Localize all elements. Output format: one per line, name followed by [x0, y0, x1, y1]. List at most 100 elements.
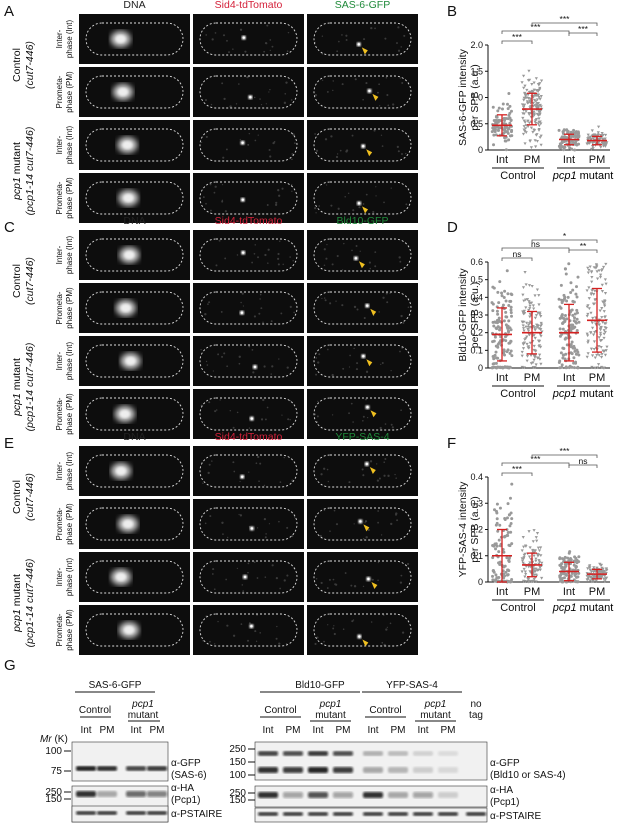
dna-core — [117, 88, 128, 96]
data-point — [533, 326, 537, 330]
blot-band — [413, 767, 433, 773]
data-point — [508, 496, 512, 500]
micro-noise — [387, 104, 390, 107]
spb-core — [250, 417, 254, 420]
data-point — [533, 336, 537, 340]
arrowhead-marker — [369, 467, 376, 475]
spb-core — [250, 527, 254, 530]
panel-letter-D: D — [447, 219, 458, 236]
micro-noise — [350, 584, 353, 587]
data-point — [595, 566, 599, 570]
data-point — [506, 329, 510, 333]
blot-band — [258, 767, 278, 773]
data-point — [528, 561, 532, 565]
data-point — [590, 289, 594, 293]
x-category-label: Int — [496, 154, 508, 166]
micro-noise — [226, 624, 229, 627]
data-point — [522, 299, 526, 303]
data-point — [523, 271, 527, 274]
data-point — [494, 350, 498, 354]
micro-noise — [257, 256, 260, 259]
data-point — [498, 523, 502, 527]
data-point — [573, 555, 577, 559]
micro-noise — [344, 572, 347, 574]
data-point — [592, 566, 596, 570]
data-point — [521, 116, 525, 120]
data-point — [592, 302, 597, 306]
data-point — [509, 109, 513, 113]
micro-noise — [225, 578, 228, 581]
data-point — [537, 129, 541, 132]
micro-noise — [374, 27, 376, 30]
micro-noise — [344, 195, 346, 198]
sig-label: *** — [578, 24, 589, 34]
data-point — [539, 328, 543, 331]
micro-noise — [240, 623, 243, 625]
data-point — [559, 351, 563, 355]
data-point — [603, 292, 608, 295]
data-point — [491, 556, 495, 560]
cell-outline — [313, 560, 412, 594]
micro-noise — [364, 522, 366, 524]
micro-noise — [399, 77, 402, 79]
data-point — [577, 320, 581, 324]
data-point — [523, 570, 527, 574]
micro-noise — [267, 262, 269, 264]
data-point — [505, 556, 509, 560]
group-gene-control: (cut7-446) — [24, 41, 36, 89]
data-point — [503, 139, 507, 143]
data-point — [538, 353, 542, 357]
data-point — [558, 145, 562, 149]
data-point — [492, 324, 496, 328]
data-point — [503, 136, 507, 140]
blot-band — [147, 811, 167, 815]
data-point — [498, 365, 502, 369]
data-point — [539, 134, 543, 138]
micro-noise — [213, 191, 216, 194]
data-point — [538, 357, 542, 361]
data-point — [529, 362, 534, 365]
data-point — [522, 86, 526, 90]
data-point — [510, 128, 514, 132]
phase-label-l1: Inter- — [55, 29, 64, 48]
micro-noise — [225, 148, 228, 151]
sig-bracket — [531, 454, 598, 458]
data-point — [522, 341, 527, 345]
data-point — [602, 310, 606, 313]
micro-noise — [258, 480, 260, 483]
data-point — [495, 521, 499, 525]
data-point — [572, 319, 576, 323]
micro-noise — [269, 508, 272, 510]
micro-noise — [324, 138, 328, 141]
data-point — [597, 323, 601, 327]
data-point — [585, 332, 589, 336]
micro-noise — [271, 365, 274, 368]
data-point — [571, 313, 575, 317]
cell-outline — [313, 291, 412, 325]
micro-noise — [248, 345, 251, 348]
data-point — [538, 120, 542, 124]
data-point — [563, 555, 567, 559]
spb-core — [362, 355, 365, 358]
phase-label-l2: phase (Int) — [65, 342, 74, 381]
micro-noise — [332, 627, 335, 630]
data-point — [508, 111, 512, 115]
data-point — [563, 337, 567, 341]
micro-noise — [205, 202, 207, 205]
data-point — [524, 306, 528, 310]
data-point — [560, 577, 564, 581]
data-point — [589, 331, 593, 335]
micro-noise — [280, 312, 283, 315]
data-point — [594, 263, 599, 267]
data-point — [521, 286, 526, 289]
data-point — [505, 269, 509, 273]
data-point — [491, 574, 495, 578]
blot-band — [258, 792, 278, 798]
micro-noise — [290, 99, 293, 101]
data-point — [523, 91, 527, 95]
data-point — [598, 309, 602, 313]
data-point — [585, 305, 589, 309]
micro-noise — [266, 24, 269, 27]
micro-noise — [204, 99, 207, 102]
cell-outline — [85, 238, 184, 272]
